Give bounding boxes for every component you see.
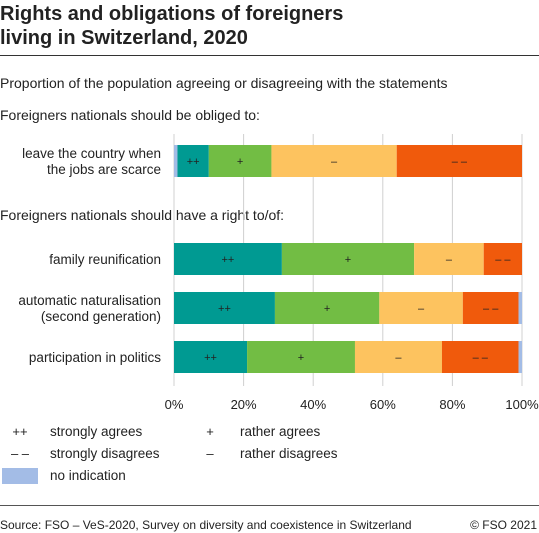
- bar-segment-strongly-agrees: [177, 145, 209, 177]
- legend-label-rather-agrees: rather agrees: [240, 424, 321, 439]
- chart-title-line-1: Rights and obligations of foreigners: [0, 3, 344, 25]
- bar-segment-rather-agrees: [208, 145, 272, 177]
- segment-symbol: ++: [222, 254, 235, 266]
- bar-segment-strongly-agrees: [174, 243, 282, 275]
- segment-symbol: +: [298, 352, 304, 364]
- bar-category-label: (second generation): [41, 309, 161, 324]
- bar-category-label: the jobs are scarce: [47, 162, 161, 177]
- bar-category-label: participation in politics: [29, 350, 161, 365]
- chart-subtitle: Proportion of the population agreeing or…: [0, 75, 448, 91]
- bar-segment-strongly-agrees: [174, 341, 248, 373]
- segment-symbol: +: [237, 156, 243, 168]
- legend: ++ strongly agrees + rather agrees – – strong…: [2, 424, 338, 484]
- bar-category-label: automatic naturalisation: [18, 293, 161, 308]
- chart-title-line-2: living in Switzerland, 2020: [0, 27, 248, 49]
- segment-symbol: ++: [187, 156, 200, 168]
- legend-label-rather-disagrees: rather disagrees: [240, 446, 338, 461]
- bar-segment-no-indication: [518, 292, 522, 324]
- bar-category-label: leave the country when: [22, 146, 161, 161]
- legend-label-strongly-disagrees: strongly disagrees: [50, 446, 160, 461]
- bar-segment-rather-agrees: [281, 243, 415, 275]
- segment-symbol: –: [418, 303, 425, 315]
- group-heading-obliged: Foreigners nationals should be obliged t…: [0, 107, 260, 123]
- bar-segment-strongly-disagrees: [462, 292, 519, 324]
- segment-symbol: ++: [204, 352, 217, 364]
- title-divider: [0, 55, 539, 56]
- stacked-bar-chart: ++ + – – –++ + – – –++ + – – –++ + – – – leave the c…: [2, 134, 539, 484]
- segment-symbol: ++: [218, 303, 231, 315]
- bar-segment-rather-agrees: [247, 341, 355, 373]
- x-tick-label: 40%: [300, 397, 326, 412]
- bar-segment-strongly-disagrees: [483, 243, 522, 275]
- legend-symbol-strongly-disagrees: – –: [11, 446, 30, 461]
- legend-label-strongly-agrees: strongly agrees: [50, 424, 143, 439]
- segment-symbol: –: [331, 156, 338, 168]
- footer-divider: [0, 505, 539, 506]
- segment-symbol: +: [324, 303, 330, 315]
- source-note: Source: FSO – VeS-2020, Survey on divers…: [0, 518, 412, 532]
- chart-title: Rights and obligations of foreigners liv…: [0, 2, 520, 50]
- bar-segment-strongly-disagrees: [396, 145, 522, 177]
- bar-segment-rather-agrees: [274, 292, 380, 324]
- bar-segment-rather-disagrees: [414, 243, 484, 275]
- segment-symbol: +: [345, 254, 351, 266]
- legend-symbol-strongly-agrees: ++: [12, 424, 27, 439]
- bars: ++ + – – –++ + – – –++ + – – –++ + – – –: [174, 145, 522, 373]
- bar-segment-no-indication: [518, 341, 522, 373]
- bar-segment-strongly-disagrees: [441, 341, 519, 373]
- bar-segment-rather-disagrees: [354, 341, 442, 373]
- segment-symbol: – –: [473, 352, 489, 364]
- bar-segment-rather-disagrees: [379, 292, 463, 324]
- legend-symbol-rather-agrees: +: [206, 424, 214, 439]
- x-tick-label: 60%: [370, 397, 396, 412]
- bar-category-label: family reunification: [49, 252, 161, 267]
- legend-label-no-indication: no indication: [50, 468, 126, 483]
- group-heading-rights: Foreigners nationals should have a right…: [0, 207, 285, 223]
- segment-symbol: – –: [483, 303, 499, 315]
- bar-segment-rather-disagrees: [271, 145, 397, 177]
- segment-symbol: – –: [495, 254, 511, 266]
- x-tick-label: 20%: [231, 397, 257, 412]
- bar-segment-strongly-agrees: [174, 292, 275, 324]
- x-axis-ticks: 0% 20% 40% 60% 80% 100%: [165, 397, 539, 412]
- segment-symbol: – –: [452, 156, 468, 168]
- copyright-note: © FSO 2021: [470, 518, 537, 532]
- legend-symbol-rather-disagrees: –: [206, 446, 214, 461]
- x-tick-label: 80%: [439, 397, 465, 412]
- segment-symbol: –: [395, 352, 402, 364]
- bar-segment-no-indication: [174, 145, 178, 177]
- segment-symbol: –: [446, 254, 453, 266]
- x-tick-label: 0%: [165, 397, 184, 412]
- x-tick-label: 100%: [505, 397, 539, 412]
- legend-swatch-no-indication: [2, 468, 38, 484]
